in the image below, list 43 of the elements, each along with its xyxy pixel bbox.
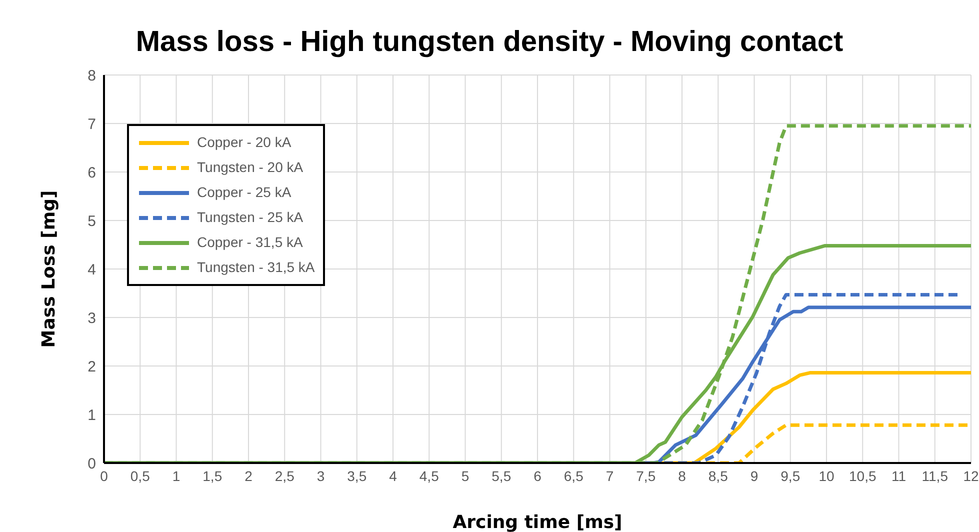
legend-label: Tungsten - 25 kA xyxy=(197,208,304,227)
x-tick-label: 7 xyxy=(606,468,614,484)
x-tick-label: 1,5 xyxy=(202,468,222,484)
x-tick-label: 3,5 xyxy=(347,468,367,484)
x-tick-label: 4,5 xyxy=(419,468,440,484)
x-tick-label: 5 xyxy=(461,468,470,484)
legend-label: Tungsten - 31,5 kA xyxy=(197,258,315,277)
legend-label: Tungsten - 20 kA xyxy=(197,158,304,177)
x-tick-label: 0,5 xyxy=(130,468,150,484)
x-tick-label: 3 xyxy=(316,468,325,484)
chart-title: Mass loss - High tungsten density - Moving contact xyxy=(134,26,844,59)
x-tick-label: 12 xyxy=(963,468,979,484)
x-tick-label: 6 xyxy=(534,468,542,484)
x-tick-label: 8 xyxy=(678,468,686,484)
x-tick-label: 11,5 xyxy=(922,468,948,484)
x-tick-label: 1 xyxy=(172,468,180,484)
x-tick-label: 5,5 xyxy=(492,468,512,484)
y-tick-label: 4 xyxy=(88,261,96,278)
x-tick-label: 2,5 xyxy=(274,468,295,484)
y-tick-label: 8 xyxy=(88,67,96,84)
x-tick-label: 11 xyxy=(891,468,906,484)
x-tick-label: 10,5 xyxy=(849,468,876,484)
x-tick-label: 10 xyxy=(818,468,834,484)
y-axis-title: Mass Loss [mg] xyxy=(38,190,60,348)
legend-label: Copper - 20 kA xyxy=(197,133,292,152)
x-tick-label: 8,5 xyxy=(708,468,728,484)
y-tick-label: 3 xyxy=(88,310,96,327)
y-tick-label: 5 xyxy=(88,212,96,230)
x-tick-label: 6,5 xyxy=(564,468,584,484)
y-tick-label: 1 xyxy=(88,406,96,424)
legend-label: Copper - 25 kA xyxy=(197,183,292,202)
x-tick-label: 9 xyxy=(750,468,758,484)
x-tick-label: 7,5 xyxy=(636,468,656,484)
x-tick-label: 4 xyxy=(389,468,398,484)
x-tick-label: 9,5 xyxy=(780,468,800,484)
x-tick-label: 0 xyxy=(100,468,108,484)
y-tick-label: 7 xyxy=(88,116,96,133)
legend-label: Copper - 31,5 kA xyxy=(197,233,303,252)
x-tick-label: 2 xyxy=(244,468,253,484)
y-tick-label: 0 xyxy=(88,455,96,472)
y-tick-label: 6 xyxy=(88,164,96,182)
y-tick-label: 2 xyxy=(88,358,96,376)
x-axis-title: Arcing time [ms] xyxy=(452,512,622,532)
